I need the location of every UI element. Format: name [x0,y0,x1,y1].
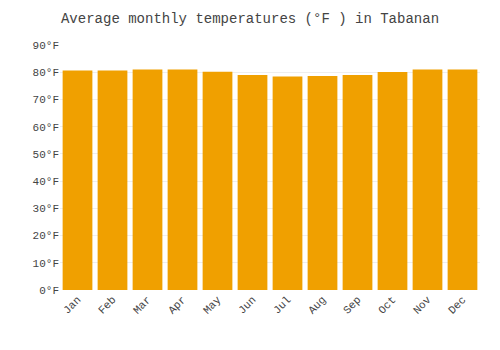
svg-text:Mar: Mar [131,294,153,316]
svg-text:90°F: 90°F [33,40,59,52]
svg-text:50°F: 50°F [33,149,59,161]
svg-text:Dec: Dec [446,294,468,316]
svg-text:Jun: Jun [236,294,258,316]
svg-text:Aug: Aug [306,294,328,316]
svg-text:Average monthly temperatures (: Average monthly temperatures (°F ) in Ta… [61,11,439,27]
svg-text:20°F: 20°F [33,230,59,242]
svg-text:80°F: 80°F [33,67,59,79]
svg-text:Sep: Sep [341,294,363,316]
svg-text:30°F: 30°F [33,203,59,215]
svg-text:Jan: Jan [61,294,83,316]
svg-text:Feb: Feb [96,294,118,316]
svg-text:10°F: 10°F [33,258,59,270]
svg-text:60°F: 60°F [33,122,59,134]
svg-text:Nov: Nov [411,294,434,317]
svg-text:0°F: 0°F [39,285,59,297]
svg-text:May: May [201,294,224,317]
svg-text:Apr: Apr [166,294,188,316]
svg-text:40°F: 40°F [33,176,59,188]
svg-text:Jul: Jul [271,294,293,316]
svg-text:70°F: 70°F [33,94,59,106]
svg-text:Oct: Oct [376,294,398,316]
